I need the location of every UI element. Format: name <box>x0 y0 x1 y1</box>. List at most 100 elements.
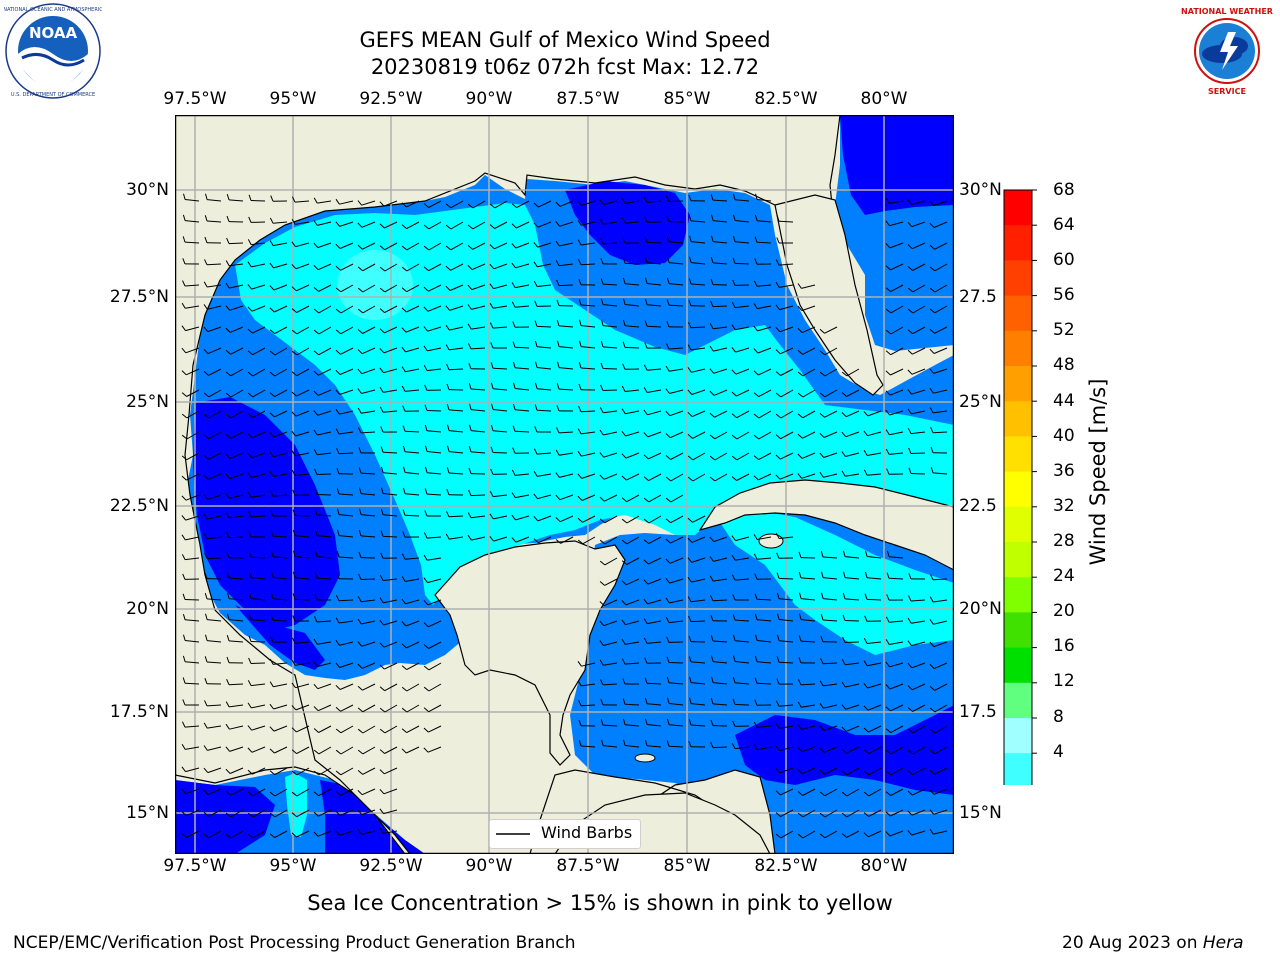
wind-barb <box>846 746 860 754</box>
wind-barb-flag <box>225 413 232 419</box>
wind-barb <box>516 200 530 209</box>
wind-barb-flag <box>798 551 802 558</box>
wind-barb <box>252 830 266 839</box>
wind-barb-flag <box>291 705 297 711</box>
wind-barb-flag <box>929 809 935 815</box>
wind-barb-flag <box>247 680 252 686</box>
wind-barb-flag <box>181 495 187 501</box>
wind-barb-flag <box>621 430 626 437</box>
wind-barb <box>889 683 904 690</box>
wind-barb-flag <box>929 707 936 713</box>
wind-barb <box>735 661 750 664</box>
wind-barb-flag <box>533 516 539 522</box>
wind-barb <box>185 640 200 643</box>
wind-barb <box>252 326 266 334</box>
wind-barb-flag <box>643 559 649 565</box>
wind-barb <box>273 284 288 291</box>
wind-barb <box>646 241 662 244</box>
wind-barb <box>691 578 706 583</box>
wind-barb-flag <box>555 449 560 456</box>
wind-barb <box>207 347 222 355</box>
wind-barb-flag <box>689 235 692 242</box>
wind-barb-flag <box>313 287 319 292</box>
wind-barb-flag <box>819 328 825 334</box>
wind-barb-flag <box>929 348 935 354</box>
wind-barb <box>603 304 618 307</box>
wind-barb-flag <box>225 790 231 796</box>
wind-barb-flag <box>489 203 496 209</box>
lat-label-right: 20°N <box>959 599 1002 619</box>
wind-barb-flag <box>225 493 230 499</box>
wind-barb-flag <box>313 706 319 712</box>
wind-barb <box>780 452 794 460</box>
wind-barb-flag <box>885 770 892 776</box>
wind-barb <box>405 472 420 475</box>
wind-barb-flag <box>335 810 341 816</box>
wind-barb <box>735 557 750 561</box>
map-legend: Wind Barbs <box>489 819 641 849</box>
wind-barb-flag <box>535 361 538 368</box>
wind-barb-flag <box>775 259 780 266</box>
wind-barb <box>360 431 376 434</box>
wind-barb-flag <box>379 223 385 229</box>
wind-barb-flag <box>643 637 648 644</box>
wind-barb <box>251 452 266 459</box>
wind-barb <box>824 410 838 418</box>
wind-barb <box>757 305 772 310</box>
wind-barb-flag <box>401 707 408 713</box>
wind-barb <box>184 725 200 728</box>
wind-barb <box>669 389 684 394</box>
wind-barb <box>317 242 332 249</box>
wind-barb-flag <box>885 243 891 249</box>
wind-barb-flag <box>621 408 626 414</box>
wind-barb-flag <box>841 833 847 838</box>
wind-barb-flag <box>489 224 495 229</box>
wind-barb-flag <box>225 812 232 818</box>
wind-barb <box>889 641 904 645</box>
wind-barb-flag <box>907 329 914 335</box>
wind-barb <box>384 221 398 229</box>
wind-barb-flag <box>379 266 386 272</box>
wind-barb <box>625 283 640 286</box>
wind-barb <box>250 515 266 518</box>
wind-barb <box>228 199 244 202</box>
wind-barb <box>823 598 838 601</box>
wind-barb-flag <box>269 451 274 458</box>
wind-barb-flag <box>621 453 627 459</box>
wind-barb <box>537 367 552 370</box>
wind-barb <box>185 536 200 541</box>
wind-barb <box>317 662 332 667</box>
wind-barb <box>780 389 794 398</box>
wind-barb-flag <box>247 284 252 290</box>
wind-barb <box>889 620 904 623</box>
wind-barb <box>603 431 618 436</box>
wind-barb-flag <box>533 471 538 477</box>
wind-barb <box>229 305 244 311</box>
calm-zone-pacific-east <box>320 780 425 854</box>
wind-barb <box>933 389 948 394</box>
wind-barb-flag <box>533 222 539 228</box>
wind-barb-flag <box>204 259 208 266</box>
wind-barb <box>867 641 882 644</box>
wind-barb-flag <box>358 427 362 434</box>
wind-barb <box>384 662 398 670</box>
wind-barb-flag <box>885 706 891 712</box>
wind-barb-flag <box>864 615 868 622</box>
wind-barb <box>273 431 288 438</box>
wind-barb <box>230 410 244 419</box>
wind-barb <box>889 662 904 668</box>
wind-barb <box>339 389 354 395</box>
wind-barb <box>471 305 486 310</box>
wind-barb-flag <box>885 749 892 755</box>
wind-barb-flag <box>401 728 408 733</box>
wind-barb <box>339 620 354 624</box>
wind-barb <box>712 305 728 308</box>
wind-barb <box>428 263 442 272</box>
wind-barb-flag <box>665 518 672 524</box>
wind-barb <box>318 305 332 314</box>
wind-barb-flag <box>577 680 582 687</box>
wind-barb <box>470 494 486 497</box>
wind-barb-flag <box>335 790 341 796</box>
wind-barb-flag <box>467 304 472 310</box>
wind-barb <box>824 347 838 356</box>
